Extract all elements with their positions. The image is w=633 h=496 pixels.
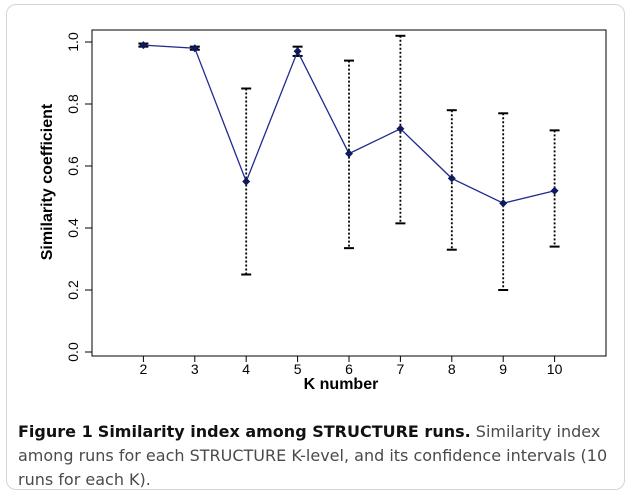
x-tick-label: 9: [499, 361, 507, 377]
data-point: [190, 44, 199, 53]
x-tick-label: 5: [294, 361, 302, 377]
x-axis-label: K number: [304, 376, 379, 393]
x-tick-label: 7: [397, 361, 405, 377]
y-axis: 0.0 0.2 0.4 0.6 0.8 1.0: [65, 32, 92, 362]
data-point: [139, 41, 148, 50]
y-tick-label: 0.2: [65, 280, 81, 300]
data-point: [447, 174, 456, 183]
figure-frame: [6, 4, 625, 490]
caption-label: Figure 1: [18, 422, 93, 441]
x-tick-label: 10: [547, 361, 563, 377]
data-point: [550, 186, 559, 195]
x-axis: 2 3 4 5 6 7 8 9 10: [140, 356, 563, 377]
y-tick-label: 0.0: [65, 342, 81, 362]
y-tick-label: 1.0: [65, 32, 81, 52]
data-point: [345, 149, 353, 158]
error-bars: [138, 34, 560, 291]
x-tick-label: 4: [242, 361, 250, 377]
similarity-chart: 0.0 0.2 0.4 0.6 0.8 1.0 2 3 4 5 6 7 8 9 10 K number S…: [39, 29, 607, 393]
y-tick-label: 0.4: [65, 218, 81, 238]
y-tick-label: 0.6: [65, 156, 81, 176]
y-axis-label: Similarity coefficient: [39, 103, 56, 260]
data-point: [242, 177, 251, 186]
caption-text: Similarity index among runs for each STR…: [18, 422, 608, 489]
x-tick-label: 6: [345, 361, 353, 377]
data-point: [499, 199, 508, 208]
caption-title: Similarity index among STRUCTURE runs.: [97, 422, 471, 441]
y-tick-label: 0.8: [65, 94, 81, 114]
data-point: [293, 47, 302, 56]
data-point: [396, 124, 405, 133]
x-tick-label: 2: [140, 361, 148, 377]
data-markers: [139, 41, 559, 208]
figure-caption: Figure 1 Similarity index among STRUCTUR…: [18, 420, 608, 492]
x-tick-label: 8: [448, 361, 456, 377]
x-tick-label: 3: [191, 361, 199, 377]
